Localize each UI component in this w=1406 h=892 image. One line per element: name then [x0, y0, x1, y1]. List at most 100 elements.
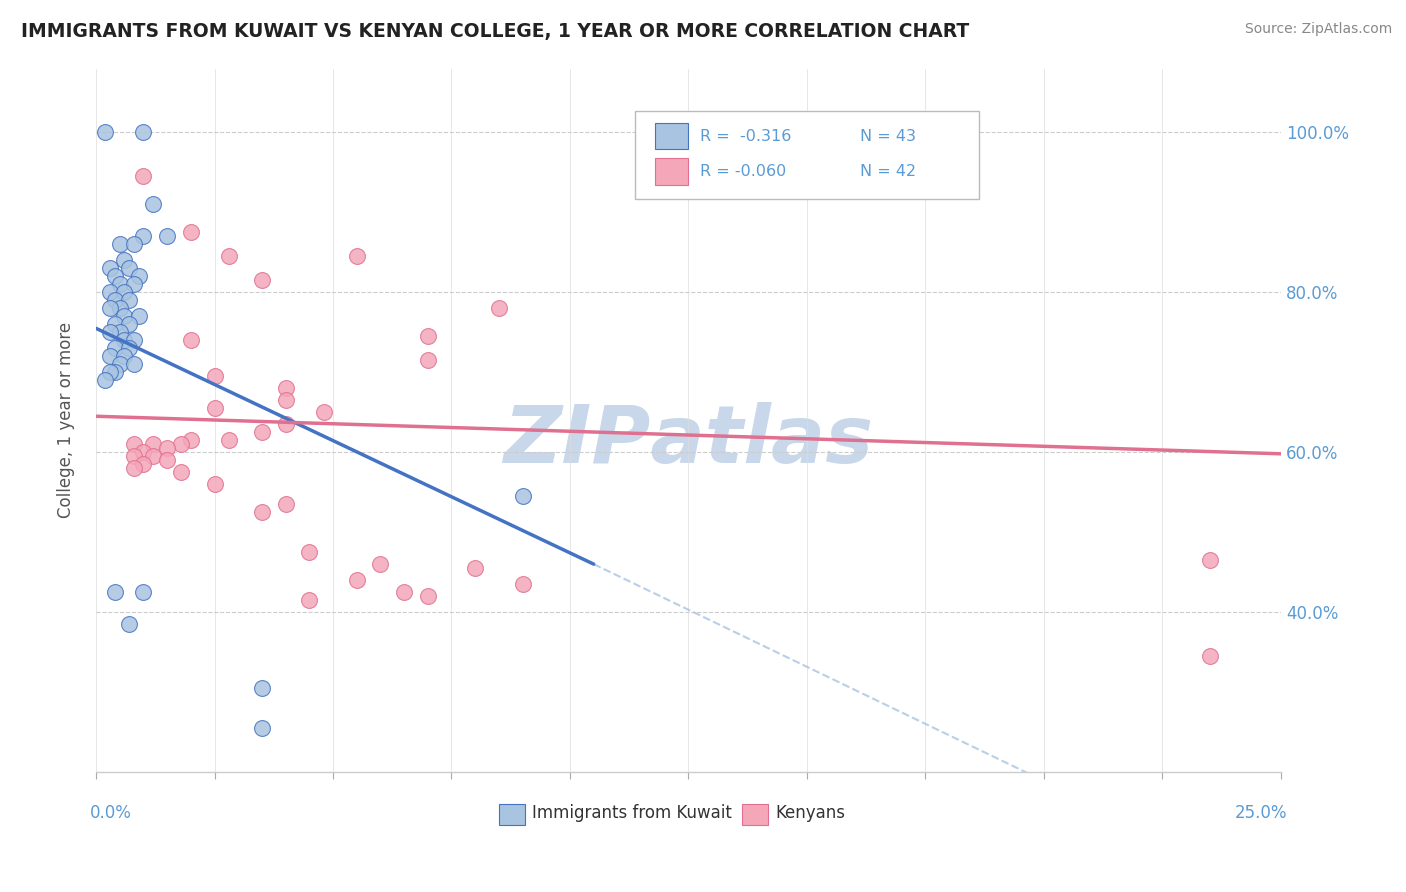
Point — [132, 457, 155, 471]
Point — [512, 577, 534, 591]
Point — [180, 334, 202, 348]
Point — [250, 273, 273, 287]
Point — [104, 341, 127, 355]
Point — [170, 465, 193, 479]
Point — [132, 585, 155, 599]
Point — [128, 310, 150, 324]
Point — [122, 237, 145, 252]
Point — [122, 357, 145, 371]
Point — [346, 573, 368, 587]
Point — [98, 285, 121, 300]
Text: Source: ZipAtlas.com: Source: ZipAtlas.com — [1244, 22, 1392, 37]
Point — [156, 229, 179, 244]
Point — [1198, 553, 1220, 567]
Point — [346, 249, 368, 263]
Text: R =  -0.316: R = -0.316 — [700, 128, 792, 144]
Point — [94, 126, 117, 140]
Point — [392, 585, 415, 599]
Point — [122, 461, 145, 475]
Point — [204, 369, 226, 384]
Point — [218, 434, 240, 448]
Text: Kenyans: Kenyans — [775, 805, 845, 822]
Point — [132, 169, 155, 184]
Point — [298, 593, 321, 607]
Point — [156, 453, 179, 467]
Point — [114, 334, 136, 348]
Text: ZIP​atlas: ZIP​atlas — [503, 402, 873, 481]
Point — [204, 477, 226, 491]
Point — [370, 557, 392, 571]
Point — [488, 301, 510, 316]
Point — [104, 293, 127, 308]
Point — [118, 261, 141, 276]
Point — [1198, 648, 1220, 663]
Point — [98, 301, 121, 316]
Point — [156, 441, 179, 455]
Point — [274, 497, 297, 511]
Point — [180, 226, 202, 240]
Point — [250, 505, 273, 519]
Point — [250, 425, 273, 440]
Point — [142, 197, 165, 211]
Bar — [655, 158, 689, 185]
Point — [128, 269, 150, 284]
Point — [98, 365, 121, 379]
Point — [312, 405, 335, 419]
Point — [108, 301, 131, 316]
Bar — [499, 804, 524, 825]
Bar — [655, 123, 689, 150]
Point — [114, 310, 136, 324]
Point — [98, 349, 121, 363]
Text: IMMIGRANTS FROM KUWAIT VS KENYAN COLLEGE, 1 YEAR OR MORE CORRELATION CHART: IMMIGRANTS FROM KUWAIT VS KENYAN COLLEGE… — [21, 22, 969, 41]
Point — [180, 434, 202, 448]
Point — [464, 561, 486, 575]
Text: N = 43: N = 43 — [860, 128, 917, 144]
Y-axis label: College, 1 year or more: College, 1 year or more — [58, 322, 75, 518]
Text: 25.0%: 25.0% — [1234, 804, 1286, 822]
Point — [218, 249, 240, 263]
Point — [416, 589, 439, 603]
Point — [122, 334, 145, 348]
Point — [118, 617, 141, 632]
Point — [94, 373, 117, 387]
Point — [108, 277, 131, 292]
Point — [132, 229, 155, 244]
Point — [416, 353, 439, 368]
Point — [108, 237, 131, 252]
Point — [132, 126, 155, 140]
Point — [122, 449, 145, 463]
Point — [118, 293, 141, 308]
Point — [118, 318, 141, 332]
Point — [170, 437, 193, 451]
Point — [104, 318, 127, 332]
Point — [98, 326, 121, 340]
Point — [274, 417, 297, 432]
Point — [104, 365, 127, 379]
Text: N = 42: N = 42 — [860, 164, 917, 178]
Point — [142, 449, 165, 463]
Point — [104, 585, 127, 599]
Point — [98, 261, 121, 276]
Point — [250, 681, 273, 695]
Point — [122, 277, 145, 292]
Point — [274, 393, 297, 408]
Text: 0.0%: 0.0% — [90, 804, 132, 822]
Text: R = -0.060: R = -0.060 — [700, 164, 786, 178]
Point — [512, 489, 534, 503]
Point — [118, 341, 141, 355]
Text: Immigrants from Kuwait: Immigrants from Kuwait — [531, 805, 733, 822]
Point — [132, 445, 155, 459]
Point — [298, 545, 321, 559]
Point — [250, 721, 273, 735]
Point — [108, 357, 131, 371]
Point — [274, 381, 297, 395]
Point — [114, 349, 136, 363]
Bar — [742, 804, 768, 825]
Point — [204, 401, 226, 416]
Point — [114, 285, 136, 300]
Point — [108, 326, 131, 340]
Point — [142, 437, 165, 451]
Point — [114, 253, 136, 268]
Point — [122, 437, 145, 451]
Point — [104, 269, 127, 284]
